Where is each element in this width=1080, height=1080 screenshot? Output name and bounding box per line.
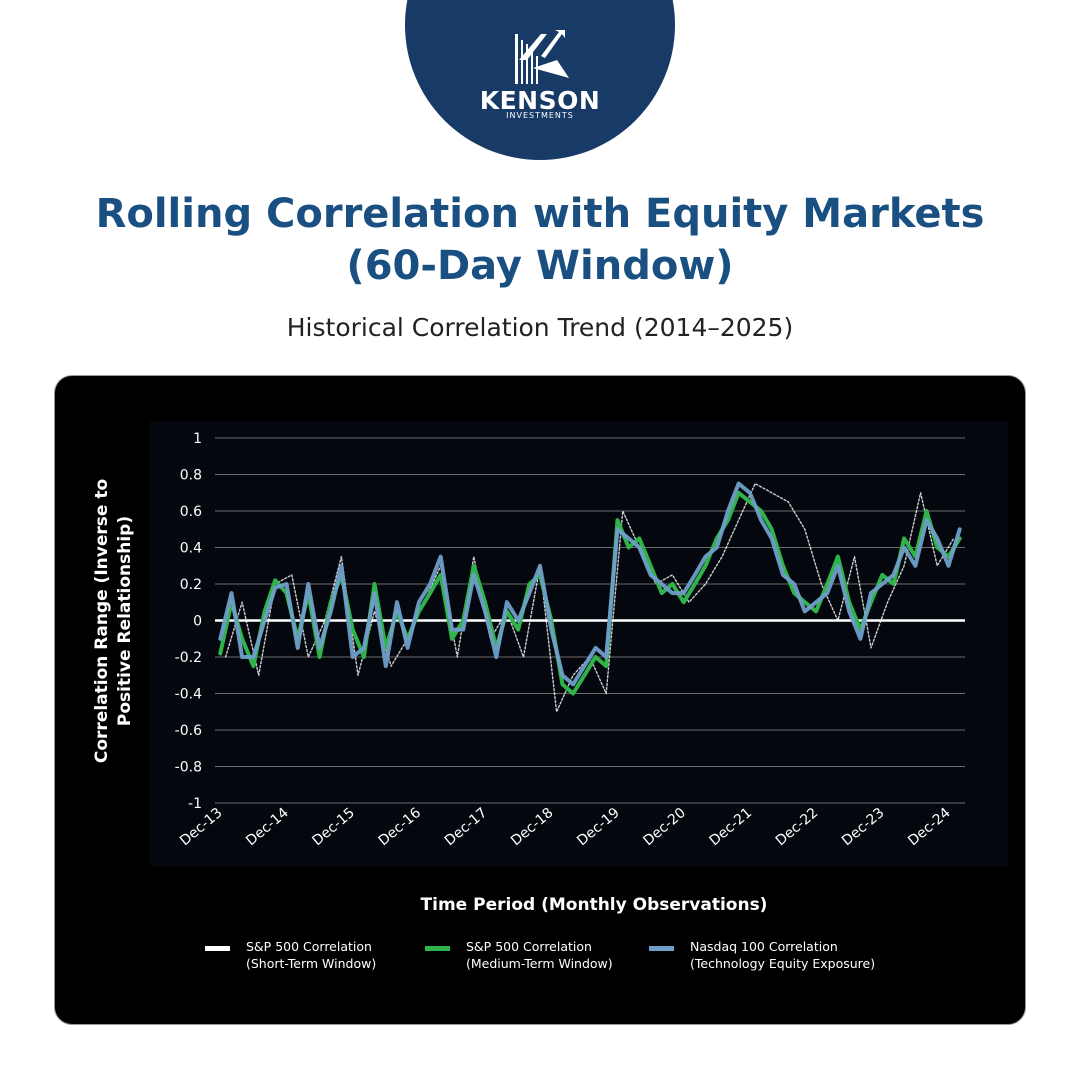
kenson-logo-icon xyxy=(515,30,569,84)
x-axis-label: Time Period (Monthly Observations) xyxy=(421,895,768,915)
legend-label: (Short-Term Window) xyxy=(246,956,377,971)
legend-swatch-white xyxy=(205,946,230,951)
legend-label: S&P 500 Correlation xyxy=(246,939,372,954)
y-tick-label: 1 xyxy=(193,431,202,447)
legend-item-nasdaq: Nasdaq 100 Correlation (Technology Equit… xyxy=(649,938,875,972)
series-line-nasdaq100 xyxy=(218,481,962,687)
legend-item-short-term: S&P 500 Correlation (Short-Term Window) xyxy=(205,938,376,972)
chart-panel: 1 0.8 0.6 0.4 0.2 0 -0.2 -0.4 -0.6 -0.8 -1 Dec-13 D… xyxy=(54,375,1026,1025)
y-tick-label: 0.2 xyxy=(180,577,202,593)
y-axis-label-line-2: Positive Relationship) xyxy=(115,516,135,726)
title-line-1: Rolling Correlation with Equity Markets xyxy=(95,191,985,237)
page-subtitle: Historical Correlation Trend (2014–2025) xyxy=(286,313,794,342)
correlation-chart: 10.80.60.40.20-0.2-0.4-0.6-0.8-1 Dec-13 D… xyxy=(92,421,1008,915)
legend-item-medium-term: S&P 500 Correlation (Medium-Term Window) xyxy=(425,938,613,972)
y-axis-label-line-1: Correlation Range (Inverse to xyxy=(92,479,112,763)
plot-background xyxy=(150,421,1008,866)
legend-label: S&P 500 Correlation xyxy=(466,939,592,954)
legend-label: (Technology Equity Exposure) xyxy=(690,956,876,971)
brand-subtitle: INVESTMENTS xyxy=(506,111,574,120)
legend-label: (Medium-Term Window) xyxy=(466,956,613,971)
y-tick-label: 0.6 xyxy=(180,504,202,520)
y-tick-label: -0.2 xyxy=(175,650,202,666)
brand-name: KENSON xyxy=(479,86,601,115)
y-tick-label: 0.8 xyxy=(180,468,202,484)
legend-label: Nasdaq 100 Correlation xyxy=(690,939,838,954)
page-title: Rolling Correlation with Equity Markets … xyxy=(0,188,1080,292)
legend-swatch-green xyxy=(425,946,450,951)
y-tick-label: -0.8 xyxy=(175,760,202,776)
y-tick-label: -0.6 xyxy=(175,723,202,739)
y-tick-label: -1 xyxy=(188,796,202,812)
title-line-2: (60-Day Window) xyxy=(346,243,734,289)
y-tick-label: -0.4 xyxy=(175,687,202,703)
y-tick-label: 0.4 xyxy=(180,541,202,557)
y-tick-label: 0 xyxy=(193,614,202,630)
legend-swatch-blue xyxy=(649,946,674,951)
logo-badge: KENSON INVESTMENTS xyxy=(405,0,675,160)
